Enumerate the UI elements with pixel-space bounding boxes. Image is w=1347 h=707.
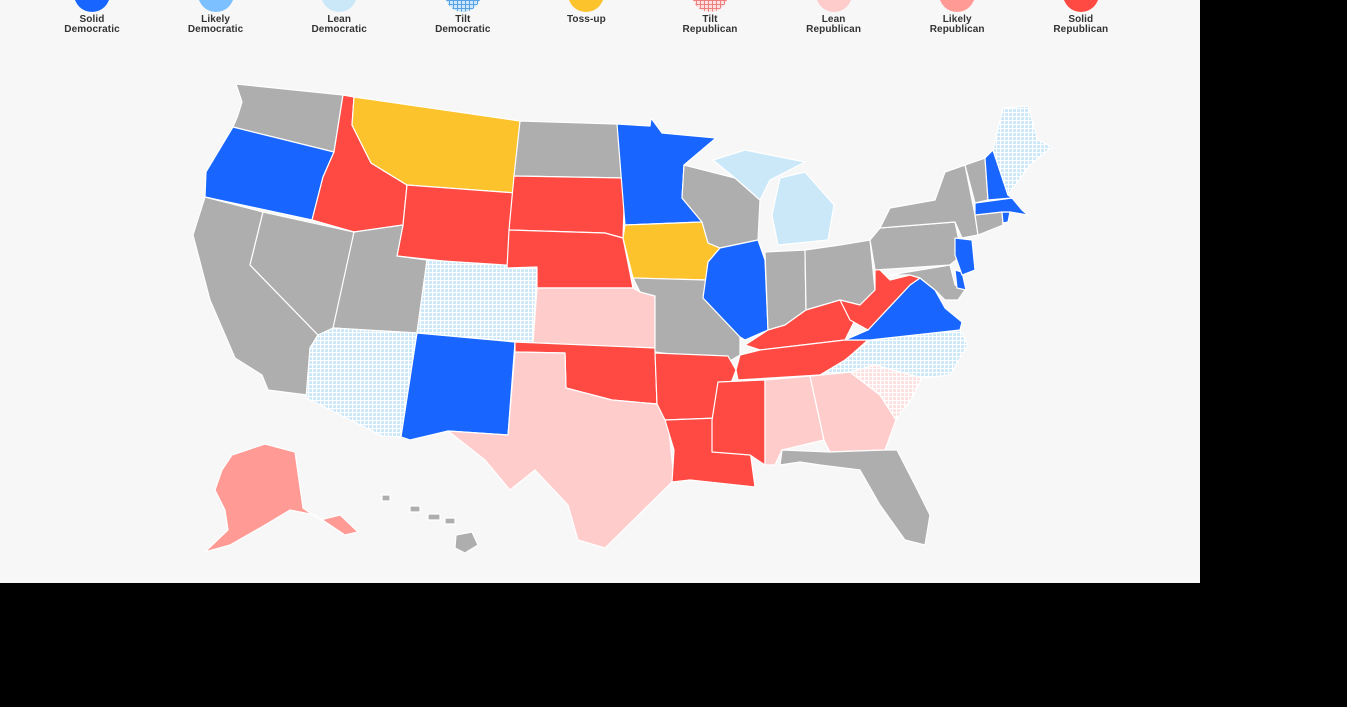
state-ms[interactable] [711, 379, 766, 466]
map-panel: Solid Democratic Likely Democratic Lean Democ… [0, 0, 1200, 583]
legend-swatch [815, 0, 852, 12]
legend-swatch [197, 0, 234, 12]
legend-label: Lean Democratic [311, 14, 367, 35]
legend-item: Solid Republican [1026, 0, 1136, 35]
state-nm[interactable] [400, 332, 516, 441]
state-ks[interactable] [532, 287, 656, 349]
legend-swatch [1062, 0, 1099, 12]
legend-swatch [568, 0, 605, 12]
legend-item: Solid Democratic [37, 0, 147, 35]
state-ny[interactable] [879, 164, 979, 239]
legend-item: Tilt Democratic [408, 0, 518, 35]
state-nc[interactable] [809, 329, 969, 379]
legend: Solid Democratic Likely Democratic Lean Democ… [0, 0, 1200, 45]
legend-label: Solid Democratic [64, 14, 120, 35]
state-ri[interactable] [1001, 211, 1011, 224]
state-nd[interactable] [513, 120, 626, 179]
state-mi[interactable] [712, 149, 835, 246]
state-wy[interactable] [396, 184, 517, 269]
legend-swatch [444, 0, 481, 12]
legend-swatch [321, 0, 358, 12]
legend-label: Lean Republican [806, 14, 862, 35]
state-fl[interactable] [779, 449, 931, 546]
state-ak[interactable] [204, 443, 359, 553]
legend-item: Lean Democratic [284, 0, 394, 35]
legend-item: Likely Democratic [161, 0, 271, 35]
legend-label: Tilt Democratic [435, 14, 491, 35]
legend-swatch [74, 0, 110, 12]
state-de[interactable] [954, 269, 967, 291]
state-pa[interactable] [869, 221, 963, 271]
state-az[interactable] [305, 327, 418, 438]
legend-item: Likely Republican [902, 0, 1012, 35]
us-map [192, 83, 1053, 554]
state-nj[interactable] [954, 237, 976, 276]
legend-label: Likely Republican [929, 14, 985, 35]
legend-swatch [939, 0, 976, 12]
legend-item: Lean Republican [779, 0, 889, 35]
state-md[interactable] [889, 264, 966, 301]
state-sd[interactable] [508, 175, 626, 239]
state-ma[interactable] [974, 197, 1029, 216]
state-co[interactable] [416, 259, 538, 344]
state-il[interactable] [702, 239, 769, 341]
state-me[interactable] [992, 105, 1053, 196]
state-ct[interactable] [974, 211, 1004, 236]
legend-item: Tilt Republican [655, 0, 765, 35]
state-tx[interactable] [447, 351, 675, 549]
legend-item: Toss-up [531, 0, 641, 25]
legend-label: Tilt Republican [682, 14, 738, 35]
legend-label: Likely Democratic [187, 14, 244, 35]
legend-label: Solid Republican [1053, 14, 1109, 35]
legend-label: Toss-up [566, 14, 606, 25]
legend-swatch [692, 0, 728, 12]
state-hi[interactable] [381, 494, 479, 554]
